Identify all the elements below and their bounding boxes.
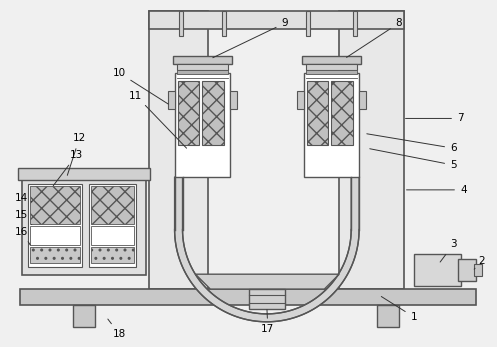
Bar bbox=[222, 11, 226, 36]
Bar bbox=[307, 81, 329, 145]
Bar bbox=[149, 11, 404, 29]
Text: 15: 15 bbox=[15, 210, 32, 225]
Polygon shape bbox=[174, 177, 359, 322]
Bar bbox=[414, 254, 461, 286]
Bar bbox=[91, 186, 134, 223]
Text: 7: 7 bbox=[406, 113, 464, 124]
Bar bbox=[149, 11, 208, 289]
Bar bbox=[331, 81, 353, 145]
Bar bbox=[474, 264, 482, 276]
Bar bbox=[176, 70, 228, 74]
Bar bbox=[18, 168, 150, 180]
Text: 3: 3 bbox=[440, 239, 457, 262]
Bar bbox=[178, 11, 182, 36]
Bar bbox=[30, 247, 81, 263]
Bar bbox=[353, 11, 357, 36]
Text: 1: 1 bbox=[381, 296, 417, 322]
Bar bbox=[174, 73, 230, 177]
Text: 5: 5 bbox=[370, 149, 457, 170]
Bar bbox=[30, 186, 81, 223]
Bar bbox=[172, 56, 232, 64]
Bar bbox=[20, 289, 476, 305]
Text: 9: 9 bbox=[213, 18, 288, 58]
Text: 13: 13 bbox=[53, 150, 83, 186]
Bar bbox=[306, 11, 310, 36]
Bar bbox=[458, 259, 476, 281]
Text: 18: 18 bbox=[108, 319, 126, 339]
Bar bbox=[377, 305, 399, 327]
Bar bbox=[230, 91, 237, 109]
Bar bbox=[28, 184, 83, 267]
Text: 17: 17 bbox=[261, 310, 274, 334]
Bar bbox=[167, 91, 174, 109]
Bar bbox=[249, 289, 285, 309]
Bar bbox=[302, 56, 361, 64]
Text: 10: 10 bbox=[112, 68, 168, 104]
Polygon shape bbox=[195, 274, 339, 289]
Text: 6: 6 bbox=[367, 134, 457, 153]
Bar bbox=[306, 70, 357, 74]
Bar bbox=[30, 226, 81, 245]
Bar bbox=[89, 184, 136, 267]
Text: 11: 11 bbox=[129, 91, 186, 148]
Bar bbox=[177, 81, 199, 145]
Bar bbox=[91, 226, 134, 245]
Bar bbox=[176, 64, 228, 70]
Text: 2: 2 bbox=[474, 256, 485, 269]
Bar bbox=[306, 64, 357, 70]
Bar bbox=[297, 91, 304, 109]
Text: 12: 12 bbox=[67, 133, 86, 175]
Text: 14: 14 bbox=[15, 193, 32, 203]
Bar bbox=[202, 81, 224, 145]
Bar bbox=[359, 91, 366, 109]
Text: 8: 8 bbox=[346, 18, 402, 57]
Bar bbox=[74, 305, 95, 327]
Bar bbox=[22, 178, 146, 275]
Bar bbox=[91, 247, 134, 263]
Text: 4: 4 bbox=[407, 185, 467, 195]
Text: 16: 16 bbox=[15, 227, 30, 245]
Bar bbox=[304, 73, 359, 177]
Bar bbox=[339, 11, 404, 289]
